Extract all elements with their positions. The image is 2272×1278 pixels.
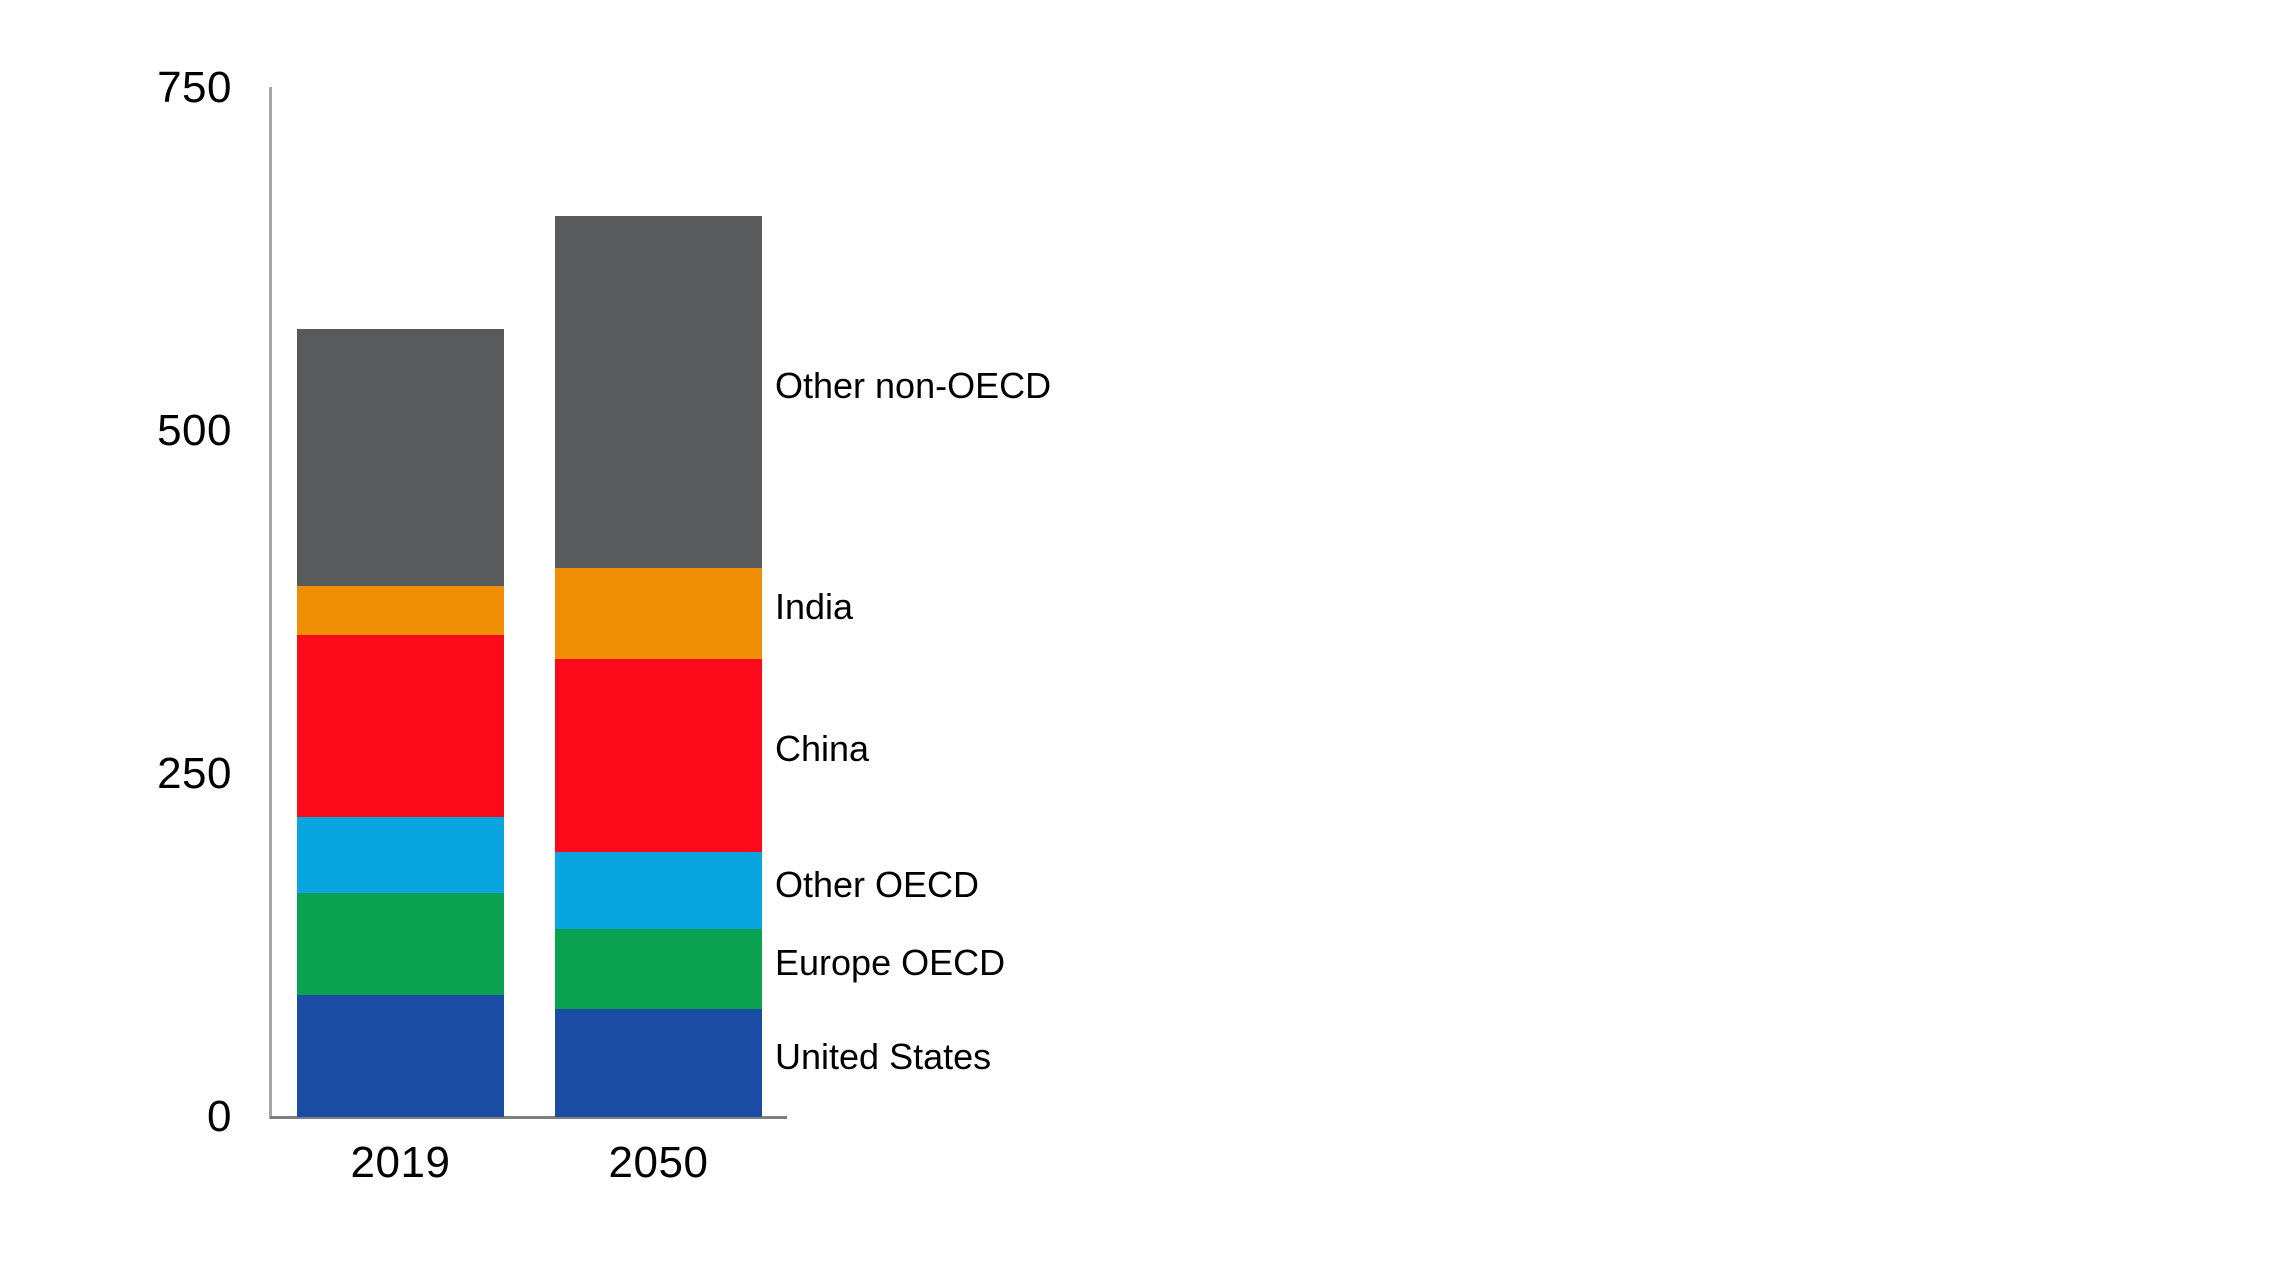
series-label-other-non-oecd: Other non-OECD <box>775 364 1052 406</box>
y-tick-label-500: 500 <box>157 406 232 455</box>
bar-2019-segment-other-oecd <box>297 816 504 894</box>
series-label-other-oecd: Other OECD <box>775 863 980 905</box>
bar-2019-segment-united-states <box>297 994 504 1117</box>
y-tick-label-750: 750 <box>157 63 232 112</box>
bar-2019-segment-china <box>297 635 504 817</box>
bar-2050-segment-europe-oecd <box>555 929 762 1009</box>
bar-2019-segment-europe-oecd <box>297 893 504 995</box>
x-axis-line <box>270 1116 787 1119</box>
x-category-label-2019: 2019 <box>350 1138 451 1187</box>
series-label-united-states: United States <box>775 1035 992 1077</box>
bar-2050-segment-united-states <box>555 1008 762 1117</box>
bar-2019-segment-other-non-oecd <box>297 329 504 587</box>
y-axis-line <box>269 87 272 1119</box>
bar-2050-segment-other-non-oecd <box>555 215 762 569</box>
bar-2050-segment-other-oecd <box>555 852 762 930</box>
series-label-china: China <box>775 728 870 770</box>
y-tick-label-250: 250 <box>157 749 232 798</box>
y-tick-label-0: 0 <box>207 1092 232 1141</box>
bar-2050-segment-india <box>555 568 762 659</box>
series-label-india: India <box>775 586 854 628</box>
bar-2050-segment-china <box>555 658 762 853</box>
bar-2019-segment-india <box>297 586 504 636</box>
series-label-europe-oecd: Europe OECD <box>775 941 1006 983</box>
x-category-label-2050: 2050 <box>608 1138 709 1187</box>
